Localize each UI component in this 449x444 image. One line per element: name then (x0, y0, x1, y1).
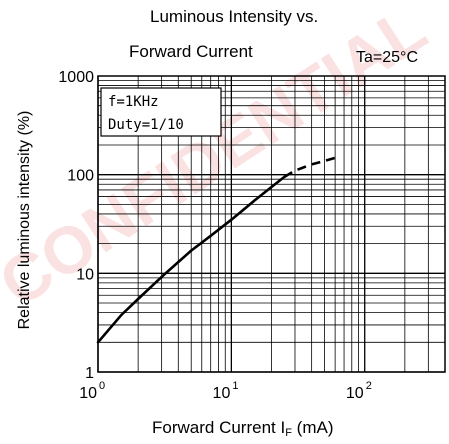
legend-duty: Duty=1/10 (108, 117, 184, 133)
x-tick-label: 10 (79, 385, 97, 402)
chart-title-line-2: Forward Current (129, 42, 253, 61)
plot-frame (97, 75, 446, 373)
legend-frame (100, 87, 222, 137)
x-axis-label-unit: (mA) (292, 418, 334, 437)
series-line-solid (96, 175, 286, 344)
temperature-condition: Ta=25°C (356, 49, 418, 66)
y-axis-label: Relative luminous intensity (%) (16, 111, 33, 330)
plot-series (96, 156, 336, 344)
x-axis-label: Forward Current IF (mA) (152, 418, 333, 439)
legend-frequency: f=1KHz (108, 94, 159, 110)
y-tick-label: 1 (85, 365, 94, 382)
x-axis-label-main: Forward Current I (152, 418, 285, 437)
legend-box: f=1KHz Duty=1/10 (100, 87, 222, 137)
series-line-dashed (283, 156, 336, 179)
x-tick-exponent: 1 (232, 380, 238, 392)
grid (97, 75, 446, 373)
x-axis-label-sub: F (285, 427, 292, 439)
chart-title-line-1: Luminous Intensity vs. (150, 7, 318, 26)
x-tick-label: 10 (346, 385, 364, 402)
y-tick-label: 10 (76, 266, 94, 283)
x-tick-exponent: 0 (99, 380, 105, 392)
y-tick-label: 100 (67, 168, 94, 185)
y-tick-label: 1000 (58, 69, 94, 86)
x-tick-label: 10 (213, 385, 231, 402)
x-tick-exponent: 2 (366, 380, 372, 392)
